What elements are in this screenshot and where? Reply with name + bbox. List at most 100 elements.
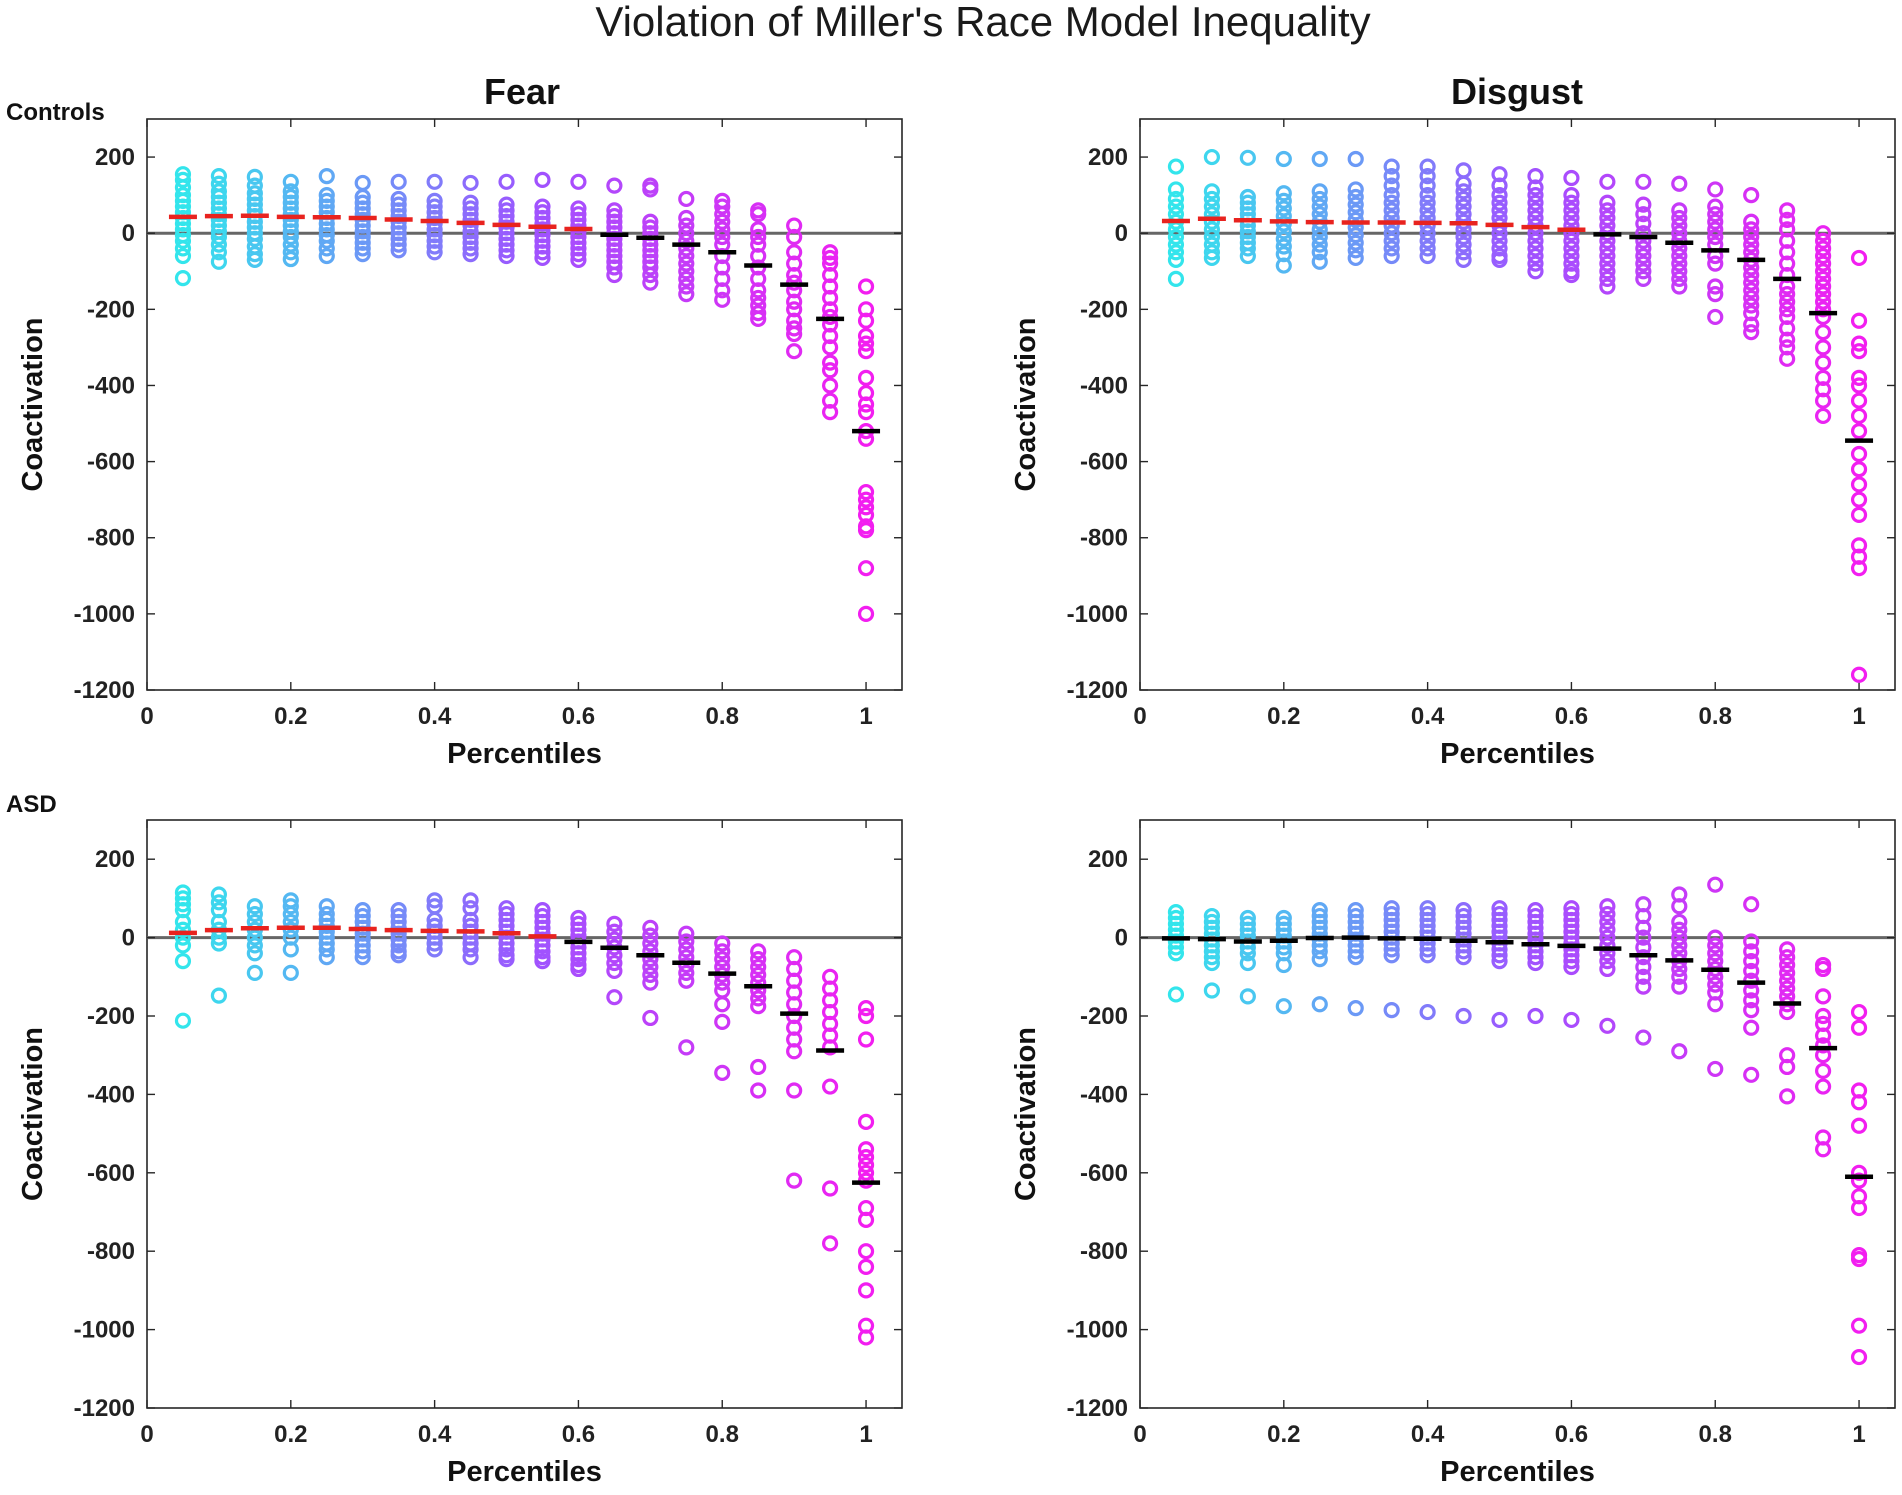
data-point [1167,158,1185,175]
data-point [642,181,659,198]
data-point [857,1258,875,1275]
plot-area [146,118,903,691]
data-point [678,270,695,287]
data-point [174,1012,192,1029]
x-axis-label: Percentiles [447,738,602,770]
data-point [857,1007,875,1025]
data-point [786,1043,803,1060]
data-point [1203,198,1221,215]
data-point [1814,293,1832,310]
data-point [678,933,695,950]
x-tick-label: 1 [1852,703,1865,730]
data-point [1491,202,1508,219]
data-point [1779,202,1796,219]
data-point [318,941,335,958]
data-point [1599,278,1616,295]
data-point [282,244,299,261]
data-point [210,987,228,1004]
data-point [534,244,551,261]
data-point [1383,187,1400,204]
data-point [1814,988,1832,1005]
data-point [1779,972,1796,989]
data-point [821,404,839,421]
y-tick-label: -1200 [74,1395,135,1422]
data-point [570,173,587,190]
data-point [1275,257,1292,274]
data-point [1491,177,1508,194]
data-point [1850,491,1868,508]
data-point [462,892,479,909]
data-point [246,168,263,185]
data-point [678,941,695,958]
data-point [1635,215,1652,232]
data-point [642,966,659,983]
data-point [462,240,479,257]
data-point [1707,308,1724,326]
data-point [462,246,479,263]
data-point [1275,998,1292,1015]
data-point [821,1180,839,1197]
data-point [714,974,731,991]
data-point [1419,168,1436,185]
data-point [1563,225,1580,242]
data-point [1779,941,1796,958]
data-point [1527,1007,1544,1025]
data-point [678,964,695,981]
data-point [1779,964,1796,981]
data-point [1743,1002,1760,1019]
data-point [750,1058,767,1076]
x-tick-label: 0.2 [274,1421,307,1448]
data-point [714,228,731,246]
data-point [857,396,875,413]
data-point [1779,1088,1796,1105]
data-point [1635,978,1652,995]
data-point [1635,919,1652,936]
data-point [606,962,623,980]
x-tick-label: 0.2 [1267,703,1300,730]
data-point [318,240,335,257]
data-point [1239,988,1256,1005]
y-axis-label: Coactivation [17,317,49,491]
data-point [678,240,695,257]
data-point [1455,190,1472,208]
data-point [1814,1078,1832,1095]
data-point [1203,228,1221,246]
panel-asd-disgust: -1200 -1000 -800 -600 -400 -200 0 200 0 0.2 0.4 0.6… [1010,819,1896,1488]
data-point [1814,247,1832,265]
data-point [426,238,443,255]
data-point [786,228,803,246]
data-point [642,266,659,284]
data-point [857,560,875,577]
data-point [1203,249,1221,267]
data-point [1671,255,1688,272]
data-point [1743,236,1760,253]
data-point [678,190,695,208]
data-point [642,274,659,291]
y-tick-label: -1000 [74,1317,135,1344]
data-point [246,251,263,268]
data-point [390,242,407,259]
data-point [1599,953,1616,970]
y-tick-label: 200 [95,846,135,873]
data-point [714,206,731,223]
data-point [1814,232,1832,249]
data-point [1527,247,1544,265]
data-point [390,173,407,190]
data-point [821,1078,839,1095]
column-title-fear: Fear [484,71,560,112]
data-point [210,236,228,253]
data-point [1814,286,1832,303]
data-point [1563,232,1580,249]
data-point [1167,181,1185,198]
data-point [174,247,192,265]
data-point [1671,921,1688,938]
data-point [821,301,839,318]
data-point [1850,445,1868,463]
data-point [1347,943,1364,960]
data-point [1814,407,1832,425]
data-point [1203,954,1221,972]
data-point [857,312,875,329]
data-point [1203,148,1221,166]
y-tick-label: 200 [1088,144,1128,171]
data-point [282,964,299,981]
